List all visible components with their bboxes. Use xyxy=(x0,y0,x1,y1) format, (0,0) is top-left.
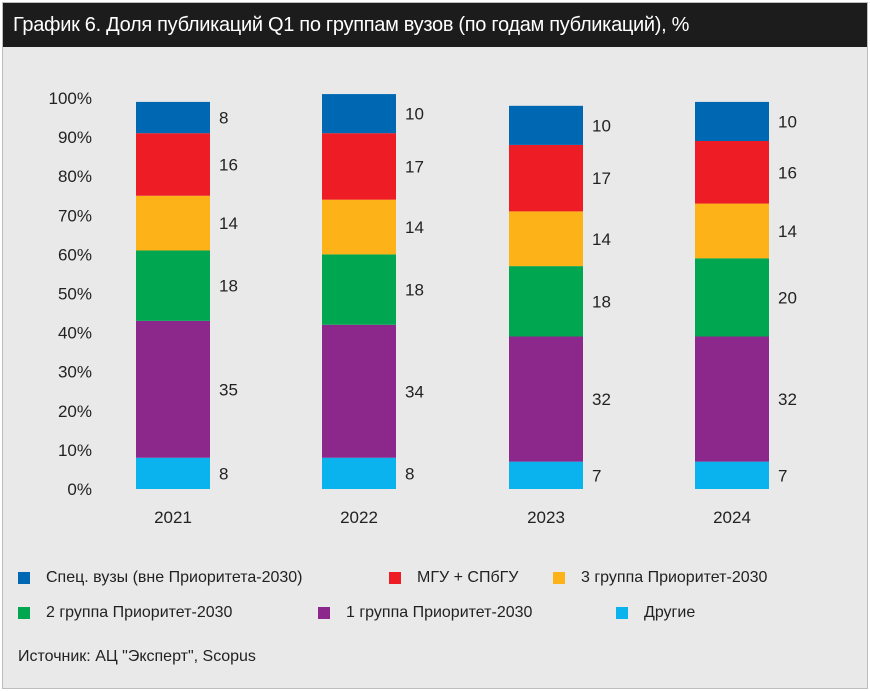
data-label: 7 xyxy=(592,466,601,485)
bar-segment xyxy=(695,141,769,204)
source-note: Источник: АЦ "Эксперт", Scopus xyxy=(18,648,256,665)
data-label: 20 xyxy=(778,288,797,307)
y-tick-label: 20% xyxy=(58,402,92,421)
data-label: 8 xyxy=(219,109,228,128)
bar-segment xyxy=(509,105,583,145)
bar-segment xyxy=(322,457,396,489)
bar-segment xyxy=(136,250,210,321)
y-tick-label: 40% xyxy=(58,324,92,343)
bar-segment xyxy=(509,336,583,462)
data-label: 14 xyxy=(778,222,797,241)
y-axis: 0% 10% 20% 30% 40% 50% 60% 70% 80% 90% 100% xyxy=(49,89,92,499)
data-label: 8 xyxy=(219,464,228,483)
bar-segment xyxy=(322,199,396,255)
y-tick-label: 90% xyxy=(58,128,92,147)
y-tick-label: 50% xyxy=(58,285,92,304)
data-label: 14 xyxy=(405,218,424,237)
data-label: 10 xyxy=(778,112,797,131)
data-label: 34 xyxy=(405,382,424,401)
data-label: 16 xyxy=(219,155,238,174)
y-tick-label: 80% xyxy=(58,167,92,186)
data-label: 10 xyxy=(405,105,424,124)
bar-segment xyxy=(322,254,396,325)
data-label: 10 xyxy=(592,116,611,135)
data-label: 17 xyxy=(592,169,611,188)
y-tick-label: 60% xyxy=(58,245,92,264)
x-tick-label: 2022 xyxy=(340,508,378,527)
bar-segment xyxy=(136,101,210,134)
bars: 8 35 18 14 16 8 8 34 18 14 17 10 7 32 18 14 17 10 7 32 20 14 1… xyxy=(136,94,797,489)
bar-segment xyxy=(509,144,583,212)
bar-segment xyxy=(322,133,396,200)
bar-segment xyxy=(136,133,210,196)
bar-segment xyxy=(695,203,769,259)
bar-segment xyxy=(136,457,210,489)
x-tick-label: 2023 xyxy=(527,508,565,527)
data-label: 14 xyxy=(219,214,238,233)
data-label: 8 xyxy=(405,464,414,483)
y-tick-label: 70% xyxy=(58,206,92,225)
data-label: 16 xyxy=(778,163,797,182)
bar-segment xyxy=(695,258,769,337)
x-tick-label: 2024 xyxy=(713,508,751,527)
y-tick-label: 100% xyxy=(49,89,92,108)
data-label: 17 xyxy=(405,157,424,176)
x-axis: 2021 2022 2023 2024 xyxy=(154,508,751,527)
data-label: 18 xyxy=(405,281,424,300)
data-label: 32 xyxy=(592,390,611,409)
bar-segment xyxy=(695,101,769,142)
chart-title: График 6. Доля публикаций Q1 по группам … xyxy=(3,3,867,47)
data-label: 14 xyxy=(592,230,611,249)
bar-segment xyxy=(509,266,583,337)
bar-segment xyxy=(695,336,769,462)
bar-stack-2023: 7 32 18 14 17 10 xyxy=(509,105,611,489)
y-tick-label: 10% xyxy=(58,441,92,460)
data-label: 32 xyxy=(778,390,797,409)
bar-segment xyxy=(322,324,396,458)
y-tick-label: 0% xyxy=(67,480,92,499)
bar-stack-2022: 8 34 18 14 17 10 xyxy=(322,94,424,489)
bar-segment xyxy=(322,94,396,134)
bar-stack-2024: 7 32 20 14 16 10 xyxy=(695,101,797,489)
bar-segment xyxy=(695,461,769,489)
data-label: 7 xyxy=(778,466,787,485)
data-label: 18 xyxy=(592,292,611,311)
data-label: 18 xyxy=(219,277,238,296)
bar-segment xyxy=(136,195,210,251)
bar-segment xyxy=(136,320,210,458)
bar-segment xyxy=(509,461,583,489)
bar-stack-2021: 8 35 18 14 16 8 xyxy=(136,101,238,489)
x-tick-label: 2021 xyxy=(154,508,192,527)
data-label: 35 xyxy=(219,380,238,399)
y-tick-label: 30% xyxy=(58,363,92,382)
bar-segment xyxy=(509,211,583,267)
